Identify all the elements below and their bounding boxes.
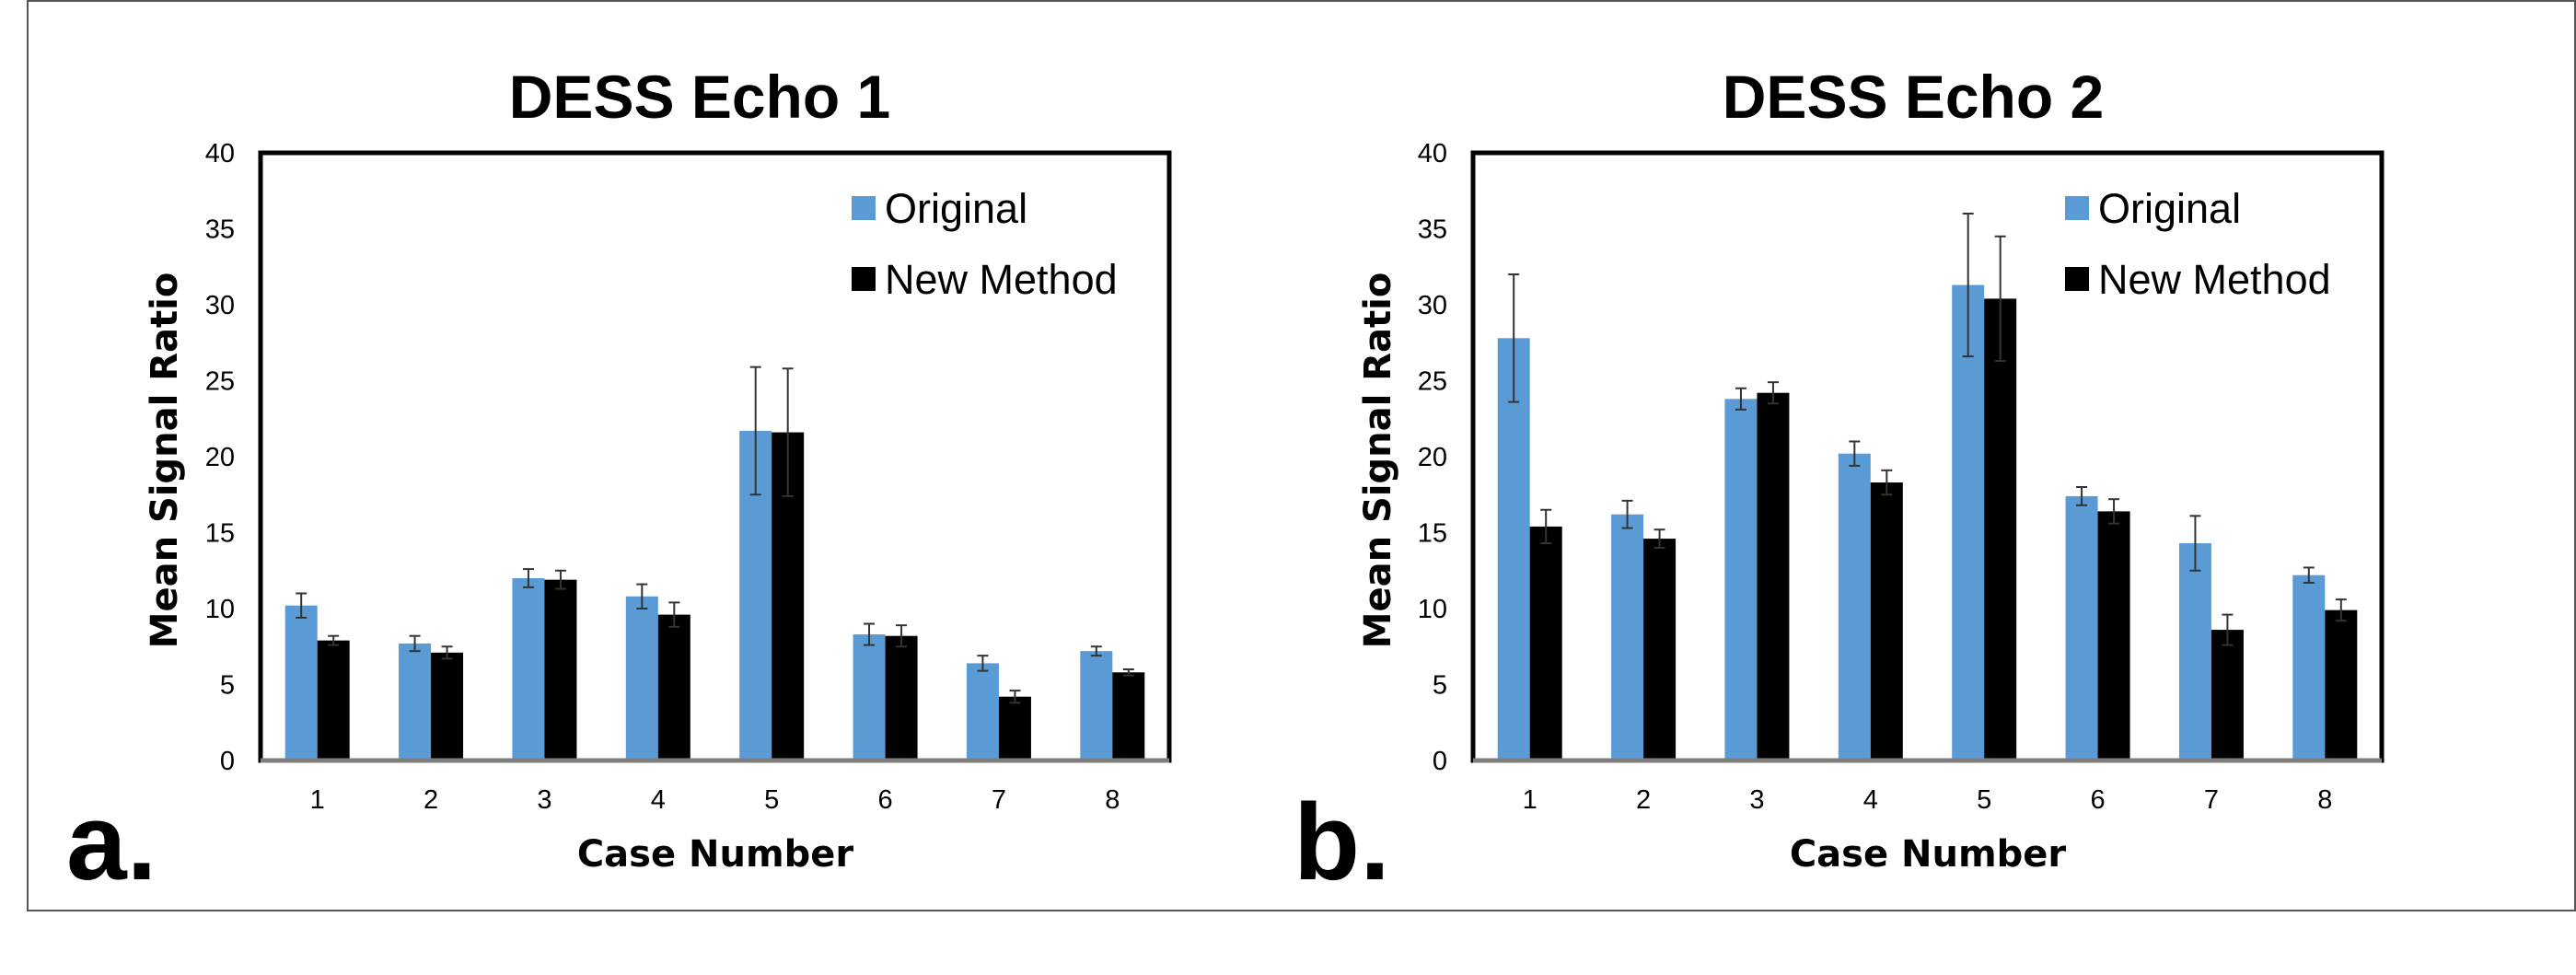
bar-new-method xyxy=(1870,482,1903,760)
x-tick-label: 2 xyxy=(424,785,438,815)
x-tick-label: 3 xyxy=(1749,785,1764,815)
x-tick-label: 7 xyxy=(992,785,1006,815)
bar-new-method xyxy=(1643,539,1677,760)
chart-title: DESS Echo 2 xyxy=(1723,63,2104,131)
y-tick-label: 40 xyxy=(205,139,235,168)
legend-label-new-method: New Method xyxy=(2098,256,2331,303)
x-tick-label: 8 xyxy=(2317,785,2332,815)
x-tick-label: 4 xyxy=(1863,785,1878,815)
bar-new-method xyxy=(1984,298,2017,760)
bar-original xyxy=(966,663,999,760)
bar-new-method xyxy=(2325,609,2358,760)
y-tick-label: 40 xyxy=(1418,139,1447,168)
y-tick-label: 0 xyxy=(220,747,235,776)
bar-original xyxy=(2292,575,2326,760)
bar-new-method xyxy=(544,579,577,760)
y-tick-label: 20 xyxy=(205,443,235,472)
chart-title: DESS Echo 1 xyxy=(509,63,890,131)
bar-new-method xyxy=(431,652,464,760)
bar-original xyxy=(399,643,432,760)
x-axis-label: Case Number xyxy=(1790,833,2067,876)
x-tick-label: 5 xyxy=(1977,785,1991,815)
x-tick-label: 8 xyxy=(1105,785,1120,815)
y-axis-label: Mean Signal Ratio xyxy=(144,273,186,649)
bar-new-method xyxy=(657,614,690,760)
x-tick-label: 4 xyxy=(651,785,666,815)
legend-swatch-new-method xyxy=(2065,267,2089,291)
bar-new-method xyxy=(2210,630,2244,760)
y-tick-label: 30 xyxy=(1418,291,1447,320)
y-tick-label: 25 xyxy=(205,367,235,397)
y-tick-label: 35 xyxy=(1418,215,1447,245)
panel-label: a. xyxy=(66,782,157,903)
bar-original xyxy=(1611,514,1644,760)
bar-new-method xyxy=(1112,672,1145,760)
chart-panel-a: DESS Echo 1 0 5 10 15 20 25 30 35 40 1 2 3 4 5 6 7 8 Cas… xyxy=(66,63,1172,903)
x-tick-label: 7 xyxy=(2204,785,2219,815)
bar-original xyxy=(853,634,886,760)
x-tick-label: 5 xyxy=(764,785,779,815)
panel-label: b. xyxy=(1294,782,1390,903)
y-tick-label: 35 xyxy=(205,215,235,245)
bar-original xyxy=(2065,495,2098,760)
y-tick-label: 20 xyxy=(1418,443,1447,472)
y-tick-label: 15 xyxy=(1418,519,1447,549)
plot-area: 0 5 10 15 20 25 30 35 40 1 2 3 4 5 6 7 8 xyxy=(1418,139,2385,815)
plot-area: 0 5 10 15 20 25 30 35 40 1 2 3 4 5 6 7 8 xyxy=(205,139,1172,815)
y-axis-label: Mean Signal Ratio xyxy=(1357,273,1399,649)
x-axis-label: Case Number xyxy=(577,833,854,876)
bar-new-method xyxy=(1529,526,1562,760)
bar-original xyxy=(1952,284,1985,760)
chart-panel-b: DESS Echo 2 0 5 10 15 20 25 30 35 40 1 2 3 4 5 6 7 8 Cas… xyxy=(1294,63,2385,903)
x-tick-label: 1 xyxy=(1523,785,1537,815)
bar-original xyxy=(1724,399,1758,760)
bar-original xyxy=(1838,453,1871,760)
y-tick-label: 5 xyxy=(220,671,235,701)
legend-label-original: Original xyxy=(2098,185,2241,232)
x-tick-label: 2 xyxy=(1636,785,1651,815)
bar-original xyxy=(512,578,545,760)
y-tick-label: 15 xyxy=(205,519,235,549)
x-tick-label: 1 xyxy=(310,785,325,815)
bar-new-method xyxy=(885,635,918,760)
bar-original xyxy=(284,605,318,760)
legend-label-original: Original xyxy=(885,185,1027,232)
x-tick-label: 6 xyxy=(2090,785,2105,815)
plot-frame xyxy=(258,150,1172,763)
bar-original xyxy=(1080,651,1113,760)
bar-original xyxy=(1497,338,1530,760)
bar-new-method xyxy=(317,640,350,760)
bar-original xyxy=(625,596,658,760)
legend-swatch-original xyxy=(2065,196,2089,220)
bar-new-method xyxy=(2097,511,2130,760)
bar-new-method xyxy=(1757,392,1790,760)
x-tick-label: 6 xyxy=(877,785,892,815)
legend-swatch-original xyxy=(852,196,876,220)
y-tick-label: 5 xyxy=(1433,671,1447,701)
legend-swatch-new-method xyxy=(852,267,876,291)
y-tick-label: 25 xyxy=(1418,367,1447,397)
y-tick-label: 0 xyxy=(1433,747,1447,776)
bar-original xyxy=(2178,543,2211,760)
legend-label-new-method: New Method xyxy=(885,256,1118,303)
x-tick-label: 3 xyxy=(537,785,551,815)
y-tick-label: 10 xyxy=(1418,595,1447,624)
y-tick-label: 30 xyxy=(205,291,235,320)
plot-frame xyxy=(1470,150,2385,763)
bar-new-method xyxy=(998,696,1031,760)
y-tick-label: 10 xyxy=(205,595,235,624)
